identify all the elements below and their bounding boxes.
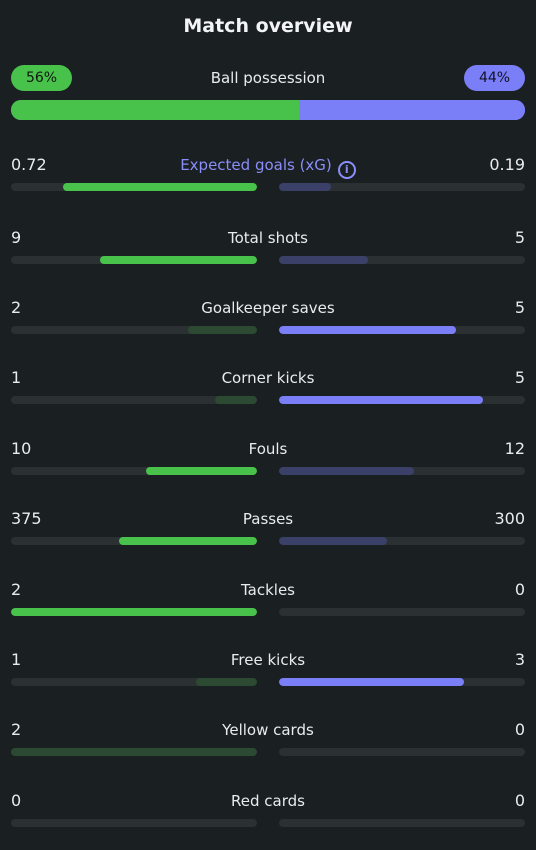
home-bar-fill <box>195 678 257 686</box>
info-icon[interactable]: i <box>337 161 356 179</box>
home-bar-track <box>11 256 257 264</box>
stat-label: Red cards <box>231 792 305 810</box>
away-bar-fill <box>279 183 331 191</box>
home-bar-fill <box>119 537 257 545</box>
away-bar-track <box>279 537 525 545</box>
away-value: 0.19 <box>489 155 525 174</box>
panel-title: Match overview <box>183 15 353 37</box>
stat-label-text: Expected goals (xG) <box>180 156 332 174</box>
stat-label: Corner kicks <box>221 369 315 387</box>
away-bar-track <box>279 819 525 827</box>
home-bar-fill <box>215 396 257 404</box>
away-bar-fill <box>279 537 388 545</box>
stat-row-free-kicks: 1 Free kicks 3 <box>11 649 525 695</box>
stat-row-passes: 375 Passes 300 <box>11 508 525 554</box>
away-possession-badge: 44% <box>464 65 525 91</box>
stat-row-yellow-cards: 2 Yellow cards 0 <box>11 719 525 765</box>
home-value: 9 <box>11 228 22 247</box>
home-bar-track <box>11 819 257 827</box>
home-value: 1 <box>11 368 22 387</box>
away-value: 0 <box>514 720 525 739</box>
away-bar-track <box>279 396 525 404</box>
stat-label: Tackles <box>240 581 296 599</box>
away-bar-fill <box>279 326 457 334</box>
stat-row-corner-kicks: 1 Corner kicks 5 <box>11 367 525 413</box>
home-bar-track <box>11 537 257 545</box>
away-value: 12 <box>504 439 525 458</box>
home-value: 2 <box>11 298 22 317</box>
home-bar-fill <box>11 608 257 616</box>
away-bar-track <box>279 256 525 264</box>
home-value: 10 <box>11 439 32 458</box>
away-value: 3 <box>514 650 525 669</box>
possession-row: 56% Ball possession 44% <box>11 65 525 91</box>
home-bar-track <box>11 183 257 191</box>
home-bar-fill <box>146 467 257 475</box>
home-value: 0 <box>11 791 22 810</box>
stat-label: Fouls <box>248 440 288 458</box>
home-bar-track <box>11 467 257 475</box>
home-bar-fill <box>62 183 257 191</box>
stat-row-total-shots: 9 Total shots 5 <box>11 227 525 273</box>
stat-row-tackles: 2 Tackles 0 <box>11 579 525 625</box>
stat-label: Expected goals (xG) i <box>11 154 525 179</box>
stat-row-expected-goals: 0.72 Expected goals (xG) i 0.19 <box>11 154 525 200</box>
away-value: 5 <box>514 228 525 247</box>
home-value: 0.72 <box>11 155 47 174</box>
stat-label: Yellow cards <box>222 721 314 739</box>
home-bar-track <box>11 396 257 404</box>
away-value: 0 <box>514 580 525 599</box>
home-bar-fill <box>99 256 257 264</box>
home-bar-track <box>11 608 257 616</box>
away-bar-track <box>279 608 525 616</box>
home-value: 375 <box>11 509 42 528</box>
stat-row-goalkeeper-saves: 2 Goalkeeper saves 5 <box>11 297 525 343</box>
away-bar-track <box>279 183 525 191</box>
home-value: 2 <box>11 720 22 739</box>
possession-bar-home <box>11 100 299 120</box>
away-bar-fill <box>279 256 368 264</box>
home-value: 2 <box>11 580 22 599</box>
away-bar-track <box>279 326 525 334</box>
away-value: 5 <box>514 298 525 317</box>
home-bar-track <box>11 678 257 686</box>
home-bar-track <box>11 326 257 334</box>
possession-bar <box>11 100 525 120</box>
away-bar-fill <box>279 678 464 686</box>
away-value: 300 <box>494 509 525 528</box>
home-bar-fill <box>11 748 257 756</box>
stat-label: Total shots <box>228 229 308 247</box>
away-bar-fill <box>279 396 484 404</box>
possession-bar-away <box>298 100 525 120</box>
home-value: 1 <box>11 650 22 669</box>
away-bar-track <box>279 678 525 686</box>
away-value: 0 <box>514 791 525 810</box>
away-value: 5 <box>514 368 525 387</box>
stat-row-red-cards: 0 Red cards 0 <box>11 790 525 836</box>
away-bar-fill <box>279 467 415 475</box>
home-bar-track <box>11 748 257 756</box>
away-bar-track <box>279 748 525 756</box>
possession-label: Ball possession <box>210 69 326 87</box>
stat-label: Free kicks <box>230 651 306 669</box>
stat-label: Passes <box>242 510 294 528</box>
home-bar-fill <box>188 326 257 334</box>
stat-label: Goalkeeper saves <box>201 299 335 317</box>
stat-row-fouls: 10 Fouls 12 <box>11 438 525 484</box>
away-bar-track <box>279 467 525 475</box>
home-possession-badge: 56% <box>11 65 72 91</box>
